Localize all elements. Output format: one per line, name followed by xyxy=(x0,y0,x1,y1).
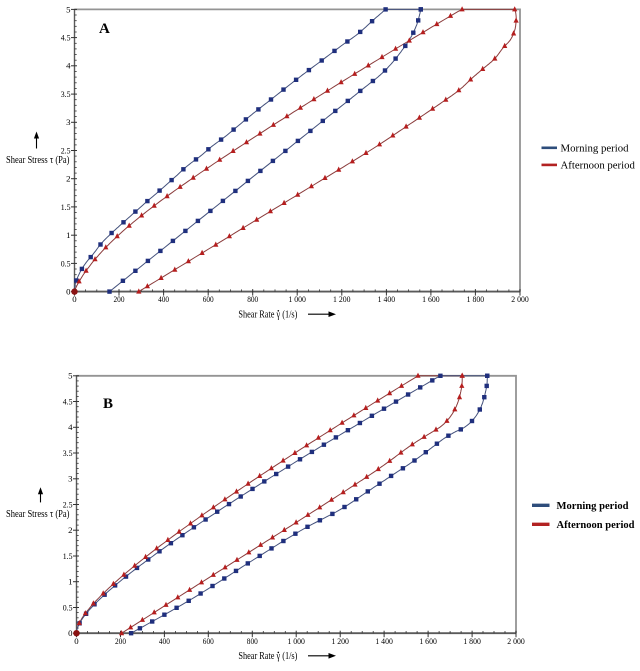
svg-text:800: 800 xyxy=(247,294,258,304)
svg-text:0: 0 xyxy=(74,636,79,646)
svg-text:400: 400 xyxy=(158,294,169,304)
svg-text:3: 3 xyxy=(66,117,71,127)
svg-text:Morning period: Morning period xyxy=(561,143,630,154)
svg-text:0: 0 xyxy=(66,287,71,297)
svg-text:3.5: 3.5 xyxy=(63,448,73,458)
svg-text:1 600: 1 600 xyxy=(422,294,440,304)
svg-text:Morning period: Morning period xyxy=(557,500,629,512)
svg-text:0: 0 xyxy=(72,294,77,304)
svg-text:B: B xyxy=(103,396,113,412)
svg-text:A: A xyxy=(99,21,110,37)
svg-text:4: 4 xyxy=(66,61,71,71)
svg-text:1 400: 1 400 xyxy=(378,294,396,304)
svg-text:5: 5 xyxy=(66,4,71,14)
svg-text:Shear Stress τ (Pa): Shear Stress τ (Pa) xyxy=(6,508,70,520)
svg-text:2.5: 2.5 xyxy=(63,499,73,509)
svg-text:4: 4 xyxy=(68,422,73,432)
svg-text:0.5: 0.5 xyxy=(63,602,73,612)
svg-text:Shear Rate γ (1/s): Shear Rate γ (1/s) xyxy=(238,650,297,662)
svg-text:3: 3 xyxy=(68,474,73,484)
svg-text:600: 600 xyxy=(203,294,214,304)
svg-text:0: 0 xyxy=(68,628,73,638)
svg-text:1: 1 xyxy=(66,230,70,240)
svg-text:Shear Stress τ (Pa): Shear Stress τ (Pa) xyxy=(6,154,70,166)
svg-text:4.5: 4.5 xyxy=(61,33,71,43)
svg-text:800: 800 xyxy=(247,636,258,646)
svg-text:2 000: 2 000 xyxy=(511,294,529,304)
svg-text:2: 2 xyxy=(66,174,70,184)
svg-text:Afternoon period: Afternoon period xyxy=(561,160,636,171)
svg-text:1 600: 1 600 xyxy=(419,636,437,646)
svg-text:Afternoon period: Afternoon period xyxy=(557,519,635,531)
svg-text:2: 2 xyxy=(68,525,72,535)
svg-text:400: 400 xyxy=(159,636,170,646)
svg-text:200: 200 xyxy=(114,294,125,304)
svg-text:2.5: 2.5 xyxy=(61,145,71,155)
svg-text:1.5: 1.5 xyxy=(63,551,73,561)
svg-text:4.5: 4.5 xyxy=(63,396,73,406)
svg-text:1 200: 1 200 xyxy=(331,636,349,646)
svg-text:5: 5 xyxy=(68,371,73,381)
svg-text:1 800: 1 800 xyxy=(467,294,485,304)
svg-text:1 000: 1 000 xyxy=(287,636,305,646)
svg-text:200: 200 xyxy=(115,636,126,646)
svg-text:1 200: 1 200 xyxy=(333,294,351,304)
svg-text:1: 1 xyxy=(68,577,72,587)
svg-text:1 800: 1 800 xyxy=(463,636,481,646)
svg-text:Shear Rate γ (1/s): Shear Rate γ (1/s) xyxy=(238,309,297,321)
svg-text:3.5: 3.5 xyxy=(61,89,71,99)
svg-text:0.5: 0.5 xyxy=(61,258,71,268)
svg-text:2 000: 2 000 xyxy=(507,636,525,646)
svg-text:1 400: 1 400 xyxy=(375,636,393,646)
svg-text:1 000: 1 000 xyxy=(288,294,306,304)
svg-text:600: 600 xyxy=(203,636,214,646)
svg-text:1.5: 1.5 xyxy=(61,202,71,212)
